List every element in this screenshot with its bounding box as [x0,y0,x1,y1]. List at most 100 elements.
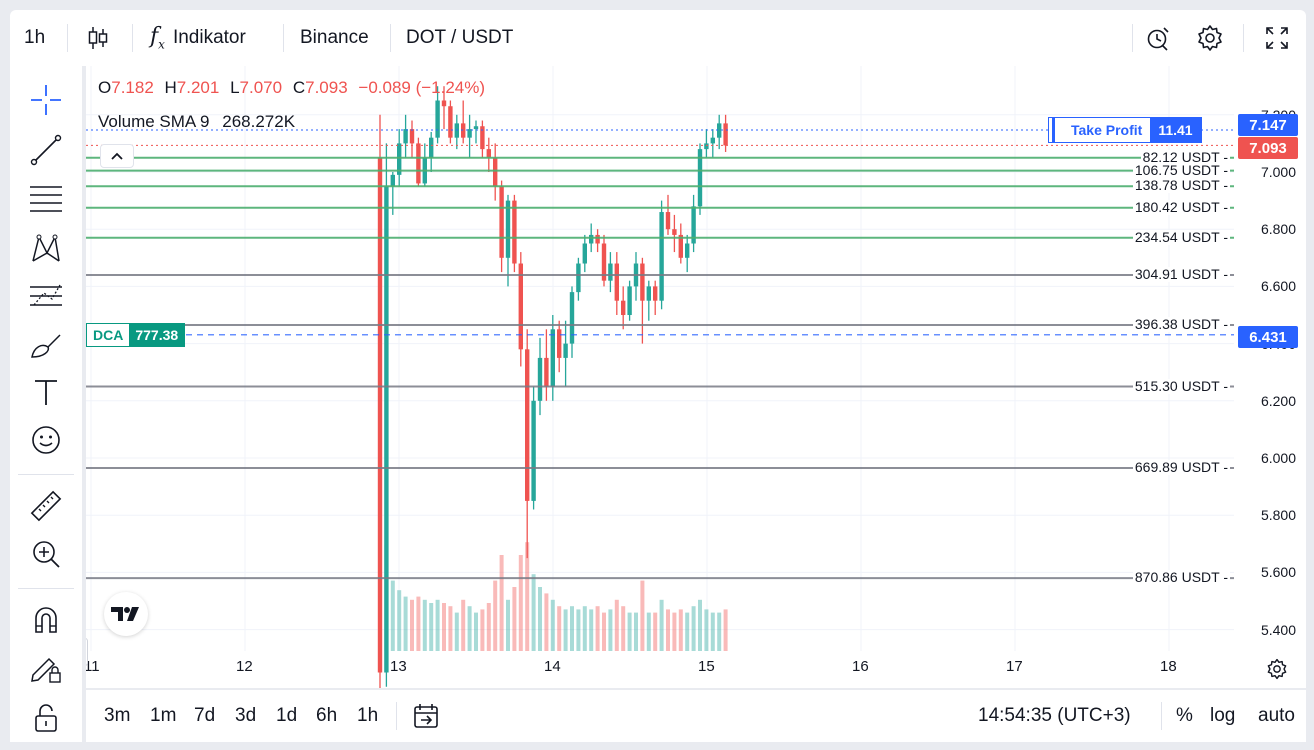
candle-body [518,263,523,350]
collapse-legend-button[interactable] [100,144,134,168]
chevron-up-icon [111,152,123,160]
brush-tool[interactable] [26,324,66,364]
order-level-label: 396.38 USDT - [1132,316,1230,332]
text-tool[interactable] [26,372,66,412]
candle-body [563,343,568,358]
pattern-tool[interactable] [26,228,66,268]
auto-scale-toggle[interactable]: auto [1258,705,1295,726]
go-to-date-button[interactable] [412,690,440,742]
pencil-lock-icon [31,657,61,683]
volume-bar [448,606,453,651]
measure-tool[interactable] [26,486,66,526]
volume-bar [506,599,510,651]
zoom-tool[interactable] [26,534,66,574]
low-label: L [230,78,240,97]
toolbar-divider [396,702,397,730]
toolbar-divider [1161,702,1162,730]
symbol-button[interactable]: DOT / USDT [406,27,514,48]
price-tick-label: 7.000 [1260,164,1296,180]
volume-bar [461,599,466,651]
percent-scale-toggle[interactable]: % [1176,705,1193,726]
drawing-toolbar [10,66,82,742]
settings-button[interactable] [1196,10,1224,66]
date-tick-label: 14 [544,658,561,675]
crosshair-icon [31,85,61,115]
crosshair-tool[interactable] [26,80,66,120]
clock-timezone[interactable]: 14:54:35 (UTC+3) [978,705,1131,726]
unlock-all-tool[interactable] [26,698,66,738]
bottom-toolbar: 3m 1m 7d 3d 1d 6h 1h 14:54:35 (UTC+3) % log au… [86,690,1306,742]
exchange-button[interactable]: Binance [300,27,369,48]
candle-body [723,123,728,146]
candle-body [544,357,549,387]
range-button-6h[interactable]: 6h [316,705,338,726]
tradingview-logo[interactable] [104,592,148,636]
order-level-label: 669.89 USDT - [1132,459,1230,475]
range-button-1h[interactable]: 1h [357,705,379,726]
volume-bar [538,587,542,651]
candle-body [595,234,600,244]
dca-label: DCA [93,327,124,343]
candle-body [435,100,440,138]
range-button-1d[interactable]: 1d [276,705,298,726]
candle-body [390,174,395,187]
date-tick-label: 16 [852,658,869,675]
volume-bar [429,603,434,651]
price-chart[interactable] [86,66,1306,688]
date-tick-label: 13 [390,658,407,675]
top-toolbar: 1h fx Indikator Binance DOT / USDT [10,10,1306,66]
volume-bar [653,612,658,651]
scroll-left-handle[interactable]: ‹ [86,638,88,666]
trend-line-tool[interactable] [26,130,66,170]
magnet-tool[interactable] [26,600,66,640]
range-button-7d[interactable]: 7d [194,705,216,726]
brush-icon [31,334,61,358]
candle-body [621,300,626,315]
price-tick-label: 5.600 [1260,564,1296,581]
close-label: C [292,78,306,97]
volume-bar [602,612,606,651]
calendar-arrow-icon [414,704,438,728]
log-scale-toggle[interactable]: log [1210,705,1236,726]
date-tick-label: 12 [236,658,253,675]
price-tick-label: 6.800 [1260,221,1296,238]
candle-body [461,123,466,138]
lock-drawing-tool[interactable] [26,648,66,688]
date-tick-label: 17 [1006,658,1023,675]
toolbar-divider [132,24,133,52]
horizontal-lines-icon [30,186,62,212]
alert-button[interactable] [1145,10,1171,66]
volume-bar [614,599,619,651]
gear-icon [1198,25,1222,51]
change-value: −0.089 (−1.24%) [358,78,486,97]
order-level-label: 515.30 USDT - [1132,377,1230,394]
range-button-3d[interactable]: 3d [235,705,257,726]
xabcd-pattern-icon [32,234,60,262]
interval-button[interactable]: 1h [24,27,46,48]
take-profit-marker[interactable]: Take Profit 11.41 [1048,117,1202,143]
volume-bar [672,612,677,651]
candle-body [473,126,479,130]
fullscreen-button[interactable] [1265,10,1289,66]
forecast-tool[interactable] [26,276,66,316]
take-profit-value: 11.41 [1150,118,1201,142]
toolbar-divider [1132,24,1133,52]
range-button-1m[interactable]: 1m [150,705,177,726]
candle-body [480,126,485,150]
volume-bar [474,612,478,651]
open-label: O [98,78,112,97]
range-button-3m[interactable]: 3m [104,705,131,726]
volume-bar [525,542,530,651]
volume-bar [685,612,690,651]
axis-settings-button[interactable] [1266,658,1288,685]
candle-body [454,123,459,138]
candle-body [685,243,690,258]
candle-type-button[interactable] [86,10,110,66]
emoji-tool[interactable] [26,420,66,460]
dca-marker[interactable]: DCA 777.38 [86,323,186,347]
chart-area[interactable]: O7.182 H7.201 L7.070 C7.093 −0.089 (−1.2… [86,66,1306,688]
indicators-button[interactable]: fx Indikator [150,10,246,66]
candle-body [653,286,658,301]
text-icon [35,380,57,405]
fib-retracement-tool[interactable] [26,178,66,218]
